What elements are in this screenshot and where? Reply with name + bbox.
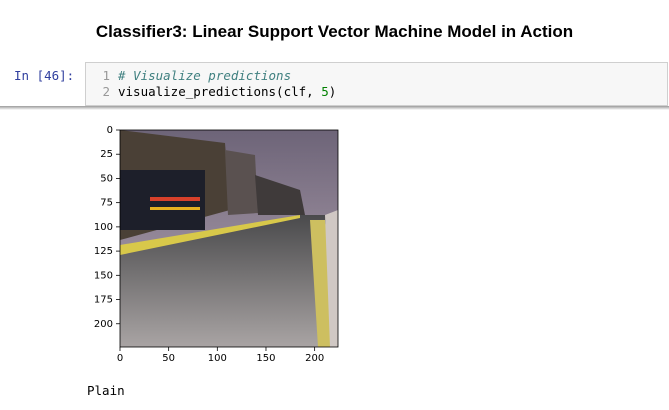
y-tick-label: 75 bbox=[100, 198, 113, 209]
output-text: Plain bbox=[87, 383, 125, 398]
comment: # Visualize predictions bbox=[118, 68, 292, 83]
x-tick-label: 100 bbox=[208, 353, 227, 364]
code-line: 1 # Visualize predictions bbox=[86, 68, 291, 84]
code-cell[interactable]: 1 # Visualize predictions 2 visualize_pred… bbox=[85, 62, 668, 106]
axes-frame bbox=[119, 129, 339, 348]
x-tick-label: 200 bbox=[305, 353, 324, 364]
line-number: 1 bbox=[102, 68, 110, 83]
y-tick-label: 0 bbox=[107, 125, 113, 136]
y-tick-label: 50 bbox=[100, 173, 113, 184]
x-tick-label: 50 bbox=[162, 353, 175, 364]
line-number: 2 bbox=[102, 84, 110, 99]
number: 5 bbox=[321, 84, 329, 99]
y-tick-label: 200 bbox=[94, 319, 113, 330]
y-tick-label: 150 bbox=[94, 270, 113, 281]
y-tick-label: 175 bbox=[94, 295, 113, 306]
y-tick-label: 25 bbox=[100, 149, 113, 160]
y-tick-label: 100 bbox=[94, 222, 113, 233]
cell-prompt: In [46]: bbox=[14, 68, 75, 83]
code: ) bbox=[328, 84, 337, 99]
x-tick-label: 150 bbox=[256, 353, 275, 364]
cell-shadow bbox=[0, 106, 669, 110]
code: visualize_predictions(clf, bbox=[118, 84, 322, 99]
y-tick-label: 125 bbox=[94, 246, 113, 257]
image bbox=[120, 130, 338, 347]
plot: 0 50 100 150 200 0 25 50 75 100 125 150 175 200 bbox=[94, 125, 339, 364]
code-line: 2 visualize_predictions(clf, 5) bbox=[86, 84, 336, 100]
x-tick-label: 0 bbox=[117, 353, 123, 364]
heading: Classifier3: Linear Support Vector Machi… bbox=[95, 22, 574, 41]
